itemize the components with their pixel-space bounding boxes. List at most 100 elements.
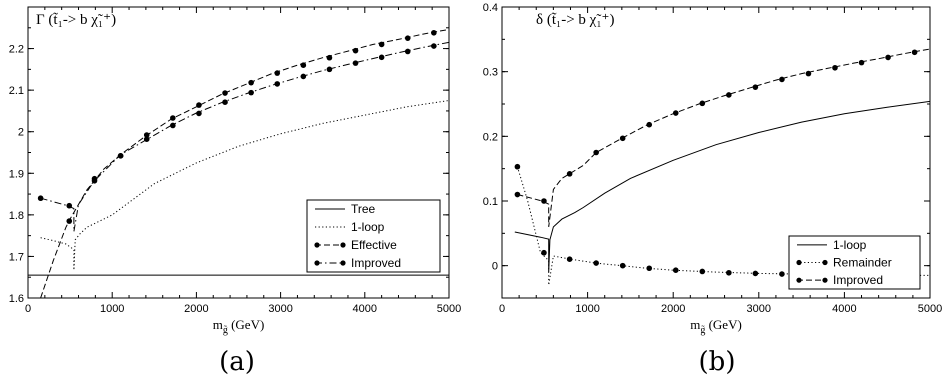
data-point-improved bbox=[274, 81, 281, 87]
y-tick-label: 0 bbox=[492, 261, 498, 273]
x-tick-label: 1000 bbox=[575, 303, 599, 315]
data-point-remainder bbox=[566, 256, 573, 263]
data-point-effective bbox=[431, 29, 437, 36]
legend-label: Tree bbox=[351, 202, 376, 216]
data-point-effective bbox=[170, 115, 176, 121]
legend-label: Effective bbox=[351, 238, 397, 252]
data-point-remainder bbox=[646, 265, 653, 272]
data-point-effective bbox=[274, 70, 281, 76]
x-tick-label: 4000 bbox=[353, 303, 377, 315]
y-tick-label: 0.4 bbox=[483, 2, 498, 14]
data-point-improved bbox=[326, 66, 333, 73]
data-point-effective bbox=[143, 132, 150, 138]
legend-label: 1-loop bbox=[351, 220, 385, 234]
legend-marker bbox=[314, 260, 320, 266]
panel-title: δ (t̃₁-> b χ̃₁⁺) bbox=[536, 12, 614, 28]
data-point-improved bbox=[117, 153, 124, 159]
data-point-improved bbox=[170, 122, 176, 129]
series-line-improved bbox=[517, 48, 930, 227]
data-point-improved bbox=[541, 198, 547, 204]
plot-area bbox=[28, 28, 449, 298]
panel-caption: (b) bbox=[699, 347, 736, 377]
data-point-improved bbox=[378, 54, 385, 61]
legend-marker bbox=[340, 242, 346, 248]
plot-frame bbox=[501, 6, 931, 299]
data-point-effective bbox=[222, 90, 228, 96]
x-tick-label: 0 bbox=[25, 303, 31, 315]
series-line-1-loop bbox=[514, 100, 930, 273]
data-point-remainder bbox=[541, 249, 547, 256]
data-point-improved bbox=[514, 191, 521, 198]
legend-marker bbox=[796, 259, 802, 266]
data-point-improved bbox=[404, 48, 411, 55]
data-point-improved bbox=[646, 121, 653, 128]
data-point-effective bbox=[352, 47, 359, 54]
data-point-effective bbox=[378, 41, 385, 48]
legend-label: Improved bbox=[351, 256, 401, 270]
data-point-improved bbox=[752, 84, 759, 90]
data-point-improved bbox=[858, 59, 865, 66]
legend-box bbox=[306, 199, 441, 273]
legend-marker bbox=[822, 277, 828, 283]
data-point-improved bbox=[672, 110, 679, 116]
data-point-remainder bbox=[726, 269, 732, 276]
data-point-improved bbox=[885, 54, 891, 61]
data-point-improved bbox=[431, 43, 437, 49]
x-tick-label: 0 bbox=[499, 303, 505, 315]
series-line-1-loop bbox=[40, 100, 449, 271]
x-tick-label: 2000 bbox=[184, 303, 208, 315]
data-point-improved bbox=[593, 149, 599, 156]
data-point-improved bbox=[566, 171, 573, 177]
data-point-remainder bbox=[514, 163, 521, 170]
data-point-remainder bbox=[593, 260, 599, 266]
data-point-improved bbox=[66, 202, 73, 209]
x-tick-label: 3000 bbox=[747, 303, 771, 315]
data-point-improved bbox=[619, 135, 626, 142]
data-point-improved bbox=[805, 70, 812, 77]
data-point-improved bbox=[37, 195, 44, 202]
y-tick-label: 1.7 bbox=[9, 251, 24, 263]
data-point-improved bbox=[248, 89, 254, 96]
legend-marker bbox=[796, 277, 802, 283]
x-tick-label: 5000 bbox=[918, 303, 942, 315]
data-point-effective bbox=[300, 62, 307, 68]
data-point-effective bbox=[66, 218, 73, 224]
legend-label: Improved bbox=[833, 273, 883, 287]
legend-marker bbox=[340, 260, 346, 266]
panel-caption: (a) bbox=[219, 347, 255, 377]
data-point-improved bbox=[832, 64, 838, 71]
legend: 1-loop Remainder Improved bbox=[788, 235, 921, 290]
data-point-improved bbox=[222, 99, 228, 105]
y-tick-label: 1.6 bbox=[9, 293, 24, 305]
x-axis-label: mg̃ (GeV) bbox=[690, 317, 742, 336]
data-point-improved bbox=[911, 49, 918, 56]
legend-label: 1-loop bbox=[833, 238, 867, 252]
data-point-remainder bbox=[779, 271, 785, 277]
chart-panel-a: 0 1000 2000 3000 4000 5000 1.6 1.7 1.8 1.9 2 2.1 2.2… bbox=[9, 6, 461, 377]
data-point-improved bbox=[91, 177, 98, 184]
data-point-improved bbox=[196, 110, 202, 117]
legend-marker bbox=[822, 259, 828, 266]
plot-area bbox=[514, 48, 930, 286]
data-point-improved bbox=[143, 136, 150, 142]
y-tick-label: 0.2 bbox=[483, 131, 498, 143]
data-point-remainder bbox=[672, 267, 679, 273]
x-axis-label: mg̃ (GeV) bbox=[213, 317, 265, 336]
data-point-effective bbox=[404, 35, 411, 41]
data-point-improved bbox=[726, 92, 732, 98]
data-point-effective bbox=[326, 54, 333, 61]
legend-label: Remainder bbox=[833, 256, 892, 270]
data-point-remainder bbox=[619, 262, 626, 269]
legend-marker bbox=[314, 242, 320, 248]
y-tick-label: 0.3 bbox=[483, 67, 498, 79]
x-tick-label: 2000 bbox=[661, 303, 685, 315]
y-tick-label: 1.9 bbox=[9, 168, 24, 180]
data-point-remainder bbox=[752, 270, 759, 277]
data-point-improved bbox=[352, 60, 359, 66]
data-point-improved bbox=[300, 73, 307, 80]
y-tick-label: 2 bbox=[18, 127, 24, 139]
x-tick-label: 3000 bbox=[268, 303, 292, 315]
legend: Tree 1-loop Effective Improved bbox=[306, 199, 441, 273]
data-point-improved bbox=[699, 100, 706, 107]
